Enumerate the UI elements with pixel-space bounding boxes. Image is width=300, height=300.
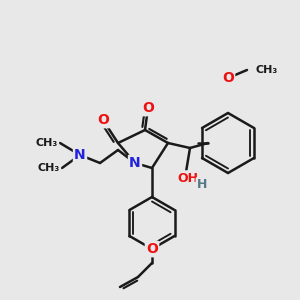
Text: CH₃: CH₃ bbox=[38, 163, 60, 173]
Text: CH₃: CH₃ bbox=[255, 65, 277, 75]
Text: O: O bbox=[146, 242, 158, 256]
Text: O: O bbox=[142, 101, 154, 115]
Text: O: O bbox=[222, 71, 234, 85]
Text: H: H bbox=[197, 178, 207, 191]
Text: N: N bbox=[74, 148, 86, 162]
Text: O: O bbox=[97, 113, 109, 127]
Text: CH₃: CH₃ bbox=[36, 138, 58, 148]
Text: OH: OH bbox=[178, 172, 199, 184]
Text: N: N bbox=[129, 156, 141, 170]
